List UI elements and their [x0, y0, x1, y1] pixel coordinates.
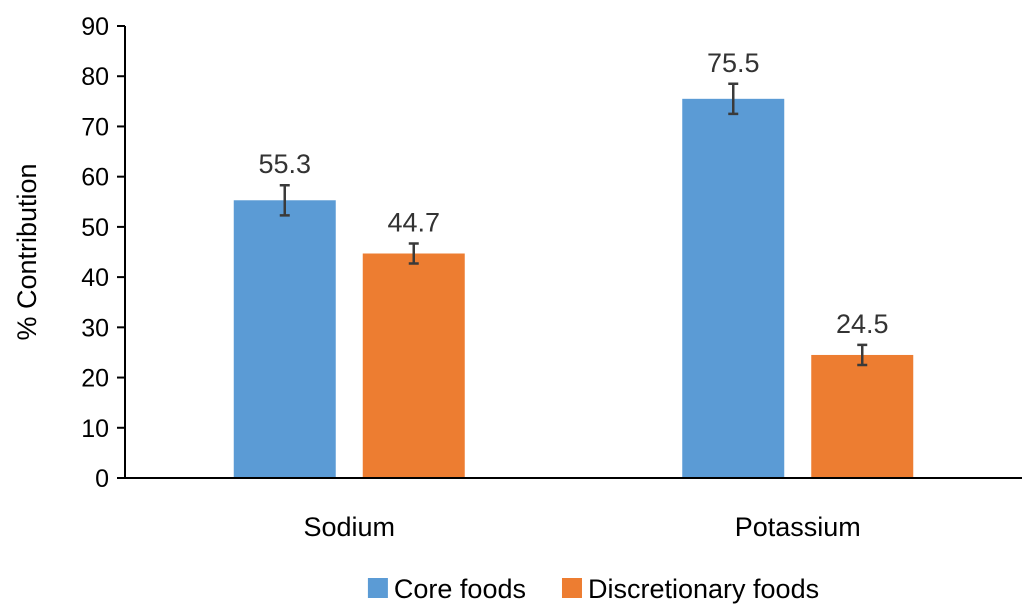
bar-discretionary-foods-potassium: [811, 354, 914, 478]
bar-discretionary-foods-sodium: [362, 253, 465, 478]
y-tick-label: 10: [81, 415, 109, 443]
legend-label: Core foods: [394, 574, 526, 604]
data-label: 55.3: [258, 149, 311, 179]
y-tick-label: 30: [81, 314, 109, 342]
error-bar: [279, 183, 290, 217]
bar-core-foods-sodium: [233, 200, 336, 478]
y-tick-label: 80: [81, 63, 109, 91]
y-axis-title: % Contribution: [12, 163, 42, 340]
data-label: 24.5: [836, 309, 889, 339]
y-tick-label: 50: [81, 214, 109, 242]
data-label: 44.7: [387, 207, 440, 237]
legend-label: Discretionary foods: [588, 574, 819, 604]
y-tick-label: 60: [81, 164, 109, 192]
x-axis-categories: Sodium Potassium: [303, 512, 860, 542]
legend-swatch: [561, 578, 582, 598]
x-category-label: Potassium: [735, 512, 861, 542]
y-tick-label: 0: [95, 465, 109, 493]
y-axis-ticks: 0 10 20 30 40 50 60 70 80 90: [81, 13, 126, 493]
error-bar: [728, 82, 739, 116]
bars: [233, 98, 914, 479]
error-bar: [408, 242, 419, 265]
legend: Core foods Discretionary foods: [367, 574, 819, 604]
error-bars: [279, 82, 868, 367]
data-label: 75.5: [707, 48, 760, 78]
y-tick-label: 70: [81, 113, 109, 141]
error-bar: [857, 343, 868, 367]
legend-swatch: [367, 578, 388, 598]
x-category-label: Sodium: [303, 512, 395, 542]
y-tick-label: 20: [81, 365, 109, 393]
bar-core-foods-potassium: [682, 98, 785, 479]
y-tick-label: 90: [81, 13, 109, 41]
data-labels: 55.3 44.7 75.5 24.5: [258, 48, 888, 339]
y-tick-label: 40: [81, 264, 109, 292]
